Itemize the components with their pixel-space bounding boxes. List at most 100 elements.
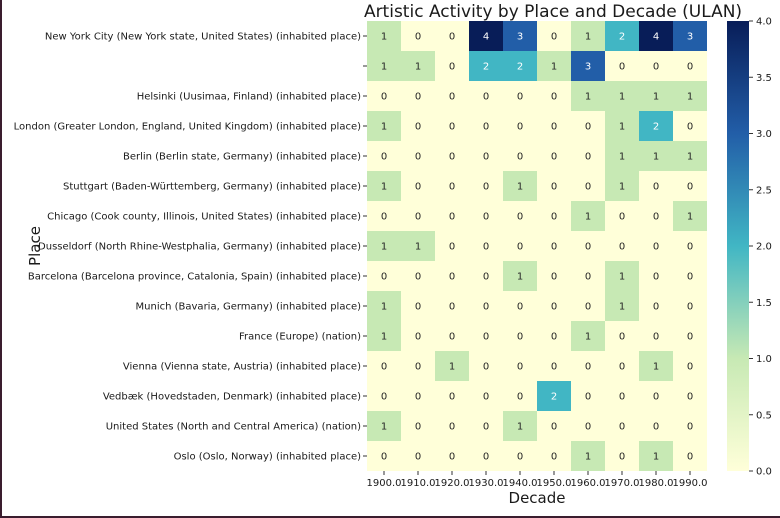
cell-value-label: 0: [653, 422, 659, 433]
heatmap-cell: [537, 81, 571, 111]
heatmap-cell: [537, 381, 571, 411]
heatmap-cell: [571, 291, 605, 321]
heatmap-cell: [673, 81, 707, 111]
cell-value-label: 0: [449, 332, 455, 343]
heatmap-cell: [605, 321, 639, 351]
cell-value-label: 0: [483, 242, 489, 253]
heatmap-cell: [537, 141, 571, 171]
cell-value-label: 0: [619, 332, 625, 343]
heatmap-cell: [605, 351, 639, 381]
cell-value-label: 0: [381, 362, 387, 373]
heatmap-cell: [503, 171, 537, 201]
cell-value-label: 0: [653, 332, 659, 343]
cell-value-label: 0: [585, 302, 591, 313]
cell-value-label: 0: [619, 62, 625, 73]
heatmap-cell: [673, 171, 707, 201]
cell-value-label: 0: [687, 182, 693, 193]
cell-value-label: 1: [585, 92, 591, 103]
heatmap-cell: [605, 381, 639, 411]
heatmap-cell: [673, 261, 707, 291]
heatmap-cell: [571, 21, 605, 51]
cell-value-label: 0: [517, 92, 523, 103]
heatmap-cell: [401, 231, 435, 261]
cell-value-label: 0: [415, 362, 421, 373]
heatmap-cell: [537, 441, 571, 471]
cell-value-label: 0: [449, 212, 455, 223]
cell-value-label: 0: [619, 422, 625, 433]
cell-value-label: 0: [585, 392, 591, 403]
cell-value-label: 0: [449, 32, 455, 43]
heatmap-cell: [401, 381, 435, 411]
heatmap-cell: [639, 291, 673, 321]
cell-value-label: 0: [687, 62, 693, 73]
x-axis-title: Decade: [509, 489, 566, 507]
heatmap-cell: [537, 201, 571, 231]
heatmap-cell: [435, 201, 469, 231]
heatmap-cell: [401, 81, 435, 111]
heatmap-cell: [605, 81, 639, 111]
y-tick-label: Vedbæk (Hovedstaden, Denmark) (inhabited…: [103, 392, 361, 403]
cell-value-label: 0: [483, 212, 489, 223]
cell-value-label: 0: [687, 452, 693, 463]
cell-value-label: 1: [653, 92, 659, 103]
cell-value-label: 4: [483, 32, 489, 43]
cell-value-label: 2: [517, 62, 523, 73]
cell-value-label: 0: [415, 392, 421, 403]
heatmap-cell: [537, 411, 571, 441]
heatmap-cell: [571, 411, 605, 441]
cell-value-label: 1: [585, 332, 591, 343]
heatmap-cell: [367, 231, 401, 261]
cell-value-label: 0: [381, 152, 387, 163]
cell-value-label: 0: [653, 392, 659, 403]
heatmap-cell: [367, 201, 401, 231]
colorbar-tick-label: 0.5: [756, 410, 772, 421]
heatmap-cell: [537, 321, 571, 351]
cell-value-label: 0: [483, 92, 489, 103]
heatmap-cell: [639, 201, 673, 231]
x-tick-label: 1970.0: [605, 478, 640, 489]
cell-value-label: 0: [687, 242, 693, 253]
heatmap-cell: [605, 51, 639, 81]
cell-value-label: 0: [653, 212, 659, 223]
heatmap-cell: [367, 411, 401, 441]
heatmap-cell: [537, 21, 571, 51]
cell-value-label: 0: [585, 152, 591, 163]
heatmap-cell: [435, 411, 469, 441]
heatmap-cell: [503, 441, 537, 471]
heatmap-cell: [537, 51, 571, 81]
heatmap-cell: [401, 51, 435, 81]
cell-value-label: 1: [687, 152, 693, 163]
cell-value-label: 2: [551, 392, 557, 403]
heatmap-cell: [469, 21, 503, 51]
heatmap-cell: [503, 231, 537, 261]
cell-value-label: 0: [381, 92, 387, 103]
cell-value-label: 1: [653, 152, 659, 163]
heatmap-cell: [503, 21, 537, 51]
colorbar-tick-label: 1.5: [756, 298, 772, 309]
heatmap-cell: [401, 441, 435, 471]
colorbar-tick-label: 3.5: [756, 73, 772, 84]
heatmap-cell: [401, 411, 435, 441]
cell-value-label: 1: [619, 152, 625, 163]
cell-value-label: 1: [619, 302, 625, 313]
heatmap-cell: [673, 21, 707, 51]
cell-value-label: 0: [687, 302, 693, 313]
cell-value-label: 0: [653, 62, 659, 73]
heatmap-cell: [367, 351, 401, 381]
colorbar-tick-label: 3.0: [756, 129, 772, 140]
heatmap-cell: [639, 351, 673, 381]
heatmap-cell: [605, 201, 639, 231]
cell-value-label: 0: [687, 422, 693, 433]
cell-value-label: 0: [449, 182, 455, 193]
y-tick-label: Berlin (Berlin state, Germany) (inhabite…: [123, 152, 361, 163]
heatmap-cell: [639, 141, 673, 171]
cell-value-label: 1: [687, 212, 693, 223]
cell-value-label: 0: [415, 272, 421, 283]
heatmap-cell: [605, 441, 639, 471]
y-tick-label: Dusseldorf (North Rhine-Westphalia, Germ…: [38, 242, 361, 253]
cell-value-label: 0: [449, 422, 455, 433]
chart-title: Artistic Activity by Place and Decade (U…: [364, 2, 742, 22]
cell-value-label: 0: [517, 122, 523, 133]
y-tick-label: France (Europe) (nation): [239, 332, 361, 343]
heatmap-cell: [537, 261, 571, 291]
